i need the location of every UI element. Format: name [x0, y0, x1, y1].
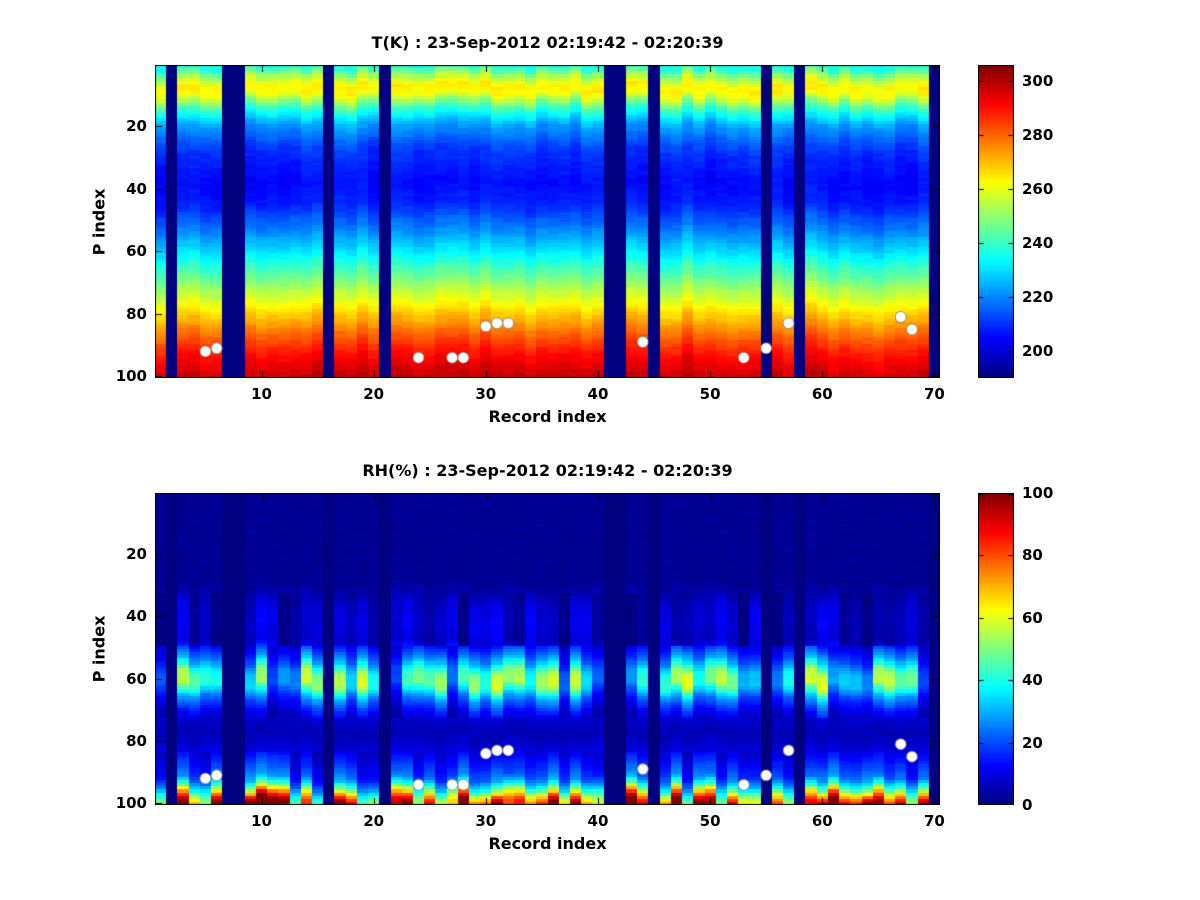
y-tick-label: 100	[115, 794, 147, 813]
y-tick-label: 80	[126, 304, 147, 323]
temperature-x-axis-label: Record index	[488, 407, 607, 426]
x-tick-label: 30	[475, 385, 497, 403]
colorbar-tick-label: 60	[1022, 608, 1043, 627]
humidity-plot-title: RH(%) : 23-Sep-2012 02:19:42 - 02:20:39	[362, 461, 733, 480]
colorbar-tick-label: 300	[1022, 72, 1054, 91]
y-tick-label: 80	[126, 732, 147, 751]
colorbar-tick-label: 200	[1022, 342, 1054, 361]
y-tick-label: 100	[115, 367, 147, 386]
y-tick-label: 40	[126, 607, 147, 626]
x-tick-label: 20	[363, 812, 385, 830]
temperature-heatmap	[155, 65, 940, 378]
colorbar-tick-label: 240	[1022, 234, 1054, 253]
y-tick-label: 60	[126, 242, 147, 261]
x-tick-label: 30	[475, 812, 497, 830]
x-tick-label: 10	[251, 385, 272, 403]
colorbar-tick-label: 100	[1022, 484, 1054, 502]
x-tick-label: 70	[923, 385, 945, 403]
colorbar-tick-label: 220	[1022, 288, 1054, 307]
x-tick-label: 60	[811, 385, 833, 403]
y-tick-label: 20	[126, 544, 147, 563]
x-tick-label: 50	[699, 385, 721, 403]
y-tick-label: 60	[126, 669, 147, 688]
temperature-plot-title: T(K) : 23-Sep-2012 02:19:42 - 02:20:39	[371, 33, 724, 52]
humidity-x-axis-label: Record index	[488, 834, 607, 853]
x-tick-label: 70	[923, 812, 945, 830]
y-tick-label: 20	[126, 117, 147, 136]
temperature-colorbar	[978, 65, 1014, 378]
y-tick-label: 40	[126, 179, 147, 198]
x-tick-label: 10	[251, 812, 272, 830]
x-tick-label: 50	[699, 812, 721, 830]
colorbar-tick-label: 0	[1022, 796, 1033, 814]
humidity-heatmap	[155, 493, 940, 805]
colorbar-tick-label: 40	[1022, 671, 1043, 690]
colorbar-tick-label: 260	[1022, 180, 1054, 199]
x-tick-label: 20	[363, 385, 385, 403]
colorbar-tick-label: 80	[1022, 546, 1043, 565]
colorbar-tick-label: 20	[1022, 733, 1043, 752]
x-tick-label: 40	[587, 812, 609, 830]
colorbar-tick-label: 280	[1022, 126, 1054, 145]
x-tick-label: 60	[811, 812, 833, 830]
humidity-colorbar	[978, 493, 1014, 805]
x-tick-label: 40	[587, 385, 609, 403]
